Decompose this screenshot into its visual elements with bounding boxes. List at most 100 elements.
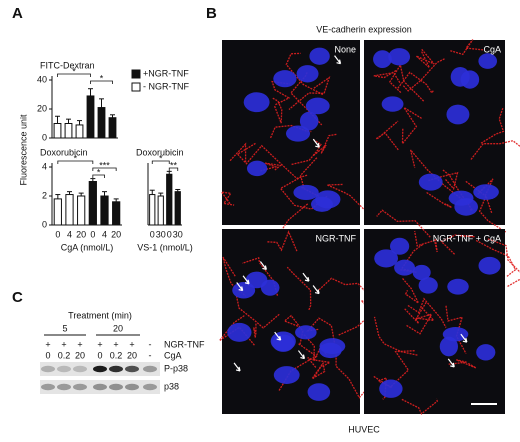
- bar: [64, 123, 73, 139]
- cell-junction: [402, 278, 420, 304]
- cell-junction: [272, 97, 283, 124]
- cell-junction: [397, 71, 434, 95]
- arrow: [312, 138, 320, 148]
- blot-band: [109, 365, 123, 373]
- arrow: [297, 350, 306, 360]
- significance-bracket: [57, 160, 94, 164]
- nucleus: [381, 96, 404, 112]
- nucleus: [260, 279, 280, 296]
- y-tick-label: 0: [42, 132, 47, 142]
- bar: [77, 195, 86, 226]
- cell-junction: [450, 39, 485, 56]
- cell-junction: [414, 230, 438, 253]
- cell-junction: [445, 305, 467, 354]
- significance-label: *: [100, 73, 104, 83]
- bar: [65, 194, 74, 226]
- bar: [53, 123, 62, 139]
- x-axis-label: CgA (nmol/L): [61, 242, 114, 252]
- row-label: NGR-TNF: [164, 339, 205, 349]
- footer: HUVEC: [348, 424, 380, 434]
- time-label: 5: [62, 323, 67, 333]
- condition-cell: -: [149, 350, 152, 360]
- blot-band: [41, 365, 55, 373]
- significance-bracket: [168, 167, 179, 171]
- y-tick-label: 4: [42, 161, 47, 171]
- condition-cell: 20: [127, 350, 137, 360]
- blot-band: [125, 383, 139, 391]
- micrograph-label: NGR-TNF: [316, 233, 357, 243]
- cell-junction: [447, 359, 477, 369]
- blot-label: P-p38: [164, 363, 188, 373]
- y-tick-label: 2: [42, 190, 47, 200]
- legend-swatch: [131, 69, 141, 79]
- nucleus: [227, 322, 252, 342]
- x-tick-label: 30: [173, 229, 183, 239]
- nucleus: [390, 237, 410, 255]
- cell-junction: [426, 191, 452, 209]
- nucleus: [319, 338, 346, 355]
- cell-junction: [311, 361, 326, 380]
- nucleus: [478, 256, 501, 275]
- cell-junction: [407, 297, 447, 328]
- nucleus: [295, 325, 317, 340]
- arrow: [274, 331, 282, 341]
- blot-label: p38: [164, 381, 179, 391]
- micrograph: NGR-TNF: [218, 229, 379, 414]
- arrow: [334, 55, 342, 65]
- nucleus: [454, 198, 479, 216]
- y-tick-label: 20: [37, 103, 47, 113]
- blot-band: [93, 365, 107, 373]
- blot-band: [143, 383, 157, 391]
- nucleus: [478, 53, 498, 69]
- nucleus: [447, 278, 469, 295]
- cell-junction: [268, 203, 309, 247]
- blot-band: [57, 383, 71, 391]
- condition-cell: +: [129, 339, 134, 349]
- panel-title: VE-cadherin expression: [316, 24, 412, 34]
- nucleus: [273, 366, 300, 384]
- chart-title: Doxorubicin: [136, 147, 184, 157]
- panel-label: C: [12, 289, 23, 306]
- condition-cell: +: [113, 339, 118, 349]
- nucleus: [460, 70, 480, 89]
- nucleus: [285, 125, 311, 142]
- arrow: [302, 272, 310, 282]
- cell-junction: [373, 70, 402, 85]
- x-tick-label: 0: [150, 229, 155, 239]
- cell-junction: [406, 302, 434, 335]
- cell-junction: [313, 133, 337, 156]
- nucleus: [273, 70, 297, 88]
- bar: [112, 201, 121, 226]
- cell-junction: [285, 52, 324, 96]
- x-tick-label: 4: [67, 229, 72, 239]
- nucleus: [246, 160, 268, 177]
- micrograph: CgA: [364, 39, 520, 233]
- bar: [100, 195, 109, 226]
- cell-junction: [316, 277, 371, 297]
- nucleus: [299, 111, 319, 131]
- cell-junction: [303, 334, 327, 362]
- blot-band: [41, 383, 55, 391]
- x-tick-label: 0: [55, 229, 60, 239]
- cell-junction: [470, 139, 520, 160]
- blot-band: [109, 383, 123, 391]
- significance-label: ***: [99, 160, 110, 170]
- row-label: CgA: [164, 350, 182, 360]
- nucleus: [439, 336, 459, 357]
- arrow: [460, 333, 468, 343]
- cell-junction: [229, 142, 256, 165]
- x-axis-label: VS-1 (nmol/L): [137, 242, 193, 252]
- blot-band: [73, 383, 87, 391]
- bar: [97, 107, 106, 139]
- y-axis-label: Fluorescence unit: [18, 114, 28, 186]
- condition-cell: 0: [45, 350, 50, 360]
- condition-cell: -: [149, 339, 152, 349]
- nucleus: [388, 48, 411, 66]
- arrow: [259, 261, 267, 271]
- blot-band: [57, 365, 71, 373]
- cell-junction: [286, 266, 312, 311]
- chart-title: FITC-Dextran: [40, 60, 95, 70]
- micrograph: NGR-TNF + CgA: [364, 209, 520, 415]
- y-tick-label: 40: [37, 74, 47, 84]
- x-tick-label: 20: [76, 229, 86, 239]
